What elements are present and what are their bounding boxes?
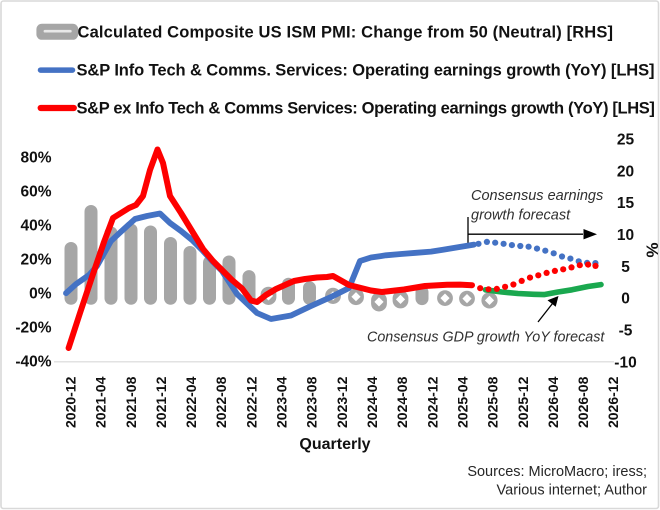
- svg-text:2020-12: 2020-12: [63, 376, 79, 428]
- svg-text:S&P Info Tech & Comms. Service: S&P Info Tech & Comms. Services: Operati…: [77, 62, 655, 80]
- svg-text:5: 5: [621, 259, 630, 276]
- svg-text:2023-12: 2023-12: [334, 376, 350, 428]
- svg-text:20: 20: [617, 163, 634, 180]
- svg-text:2024-04: 2024-04: [364, 376, 380, 428]
- svg-text:0: 0: [621, 291, 630, 308]
- svg-text:Sources: MicroMacro; iress;: Sources: MicroMacro; iress;: [467, 464, 647, 480]
- svg-text:Various internet; Author: Various internet; Author: [497, 483, 648, 499]
- svg-text:Quarterly: Quarterly: [299, 436, 370, 453]
- svg-text:10: 10: [617, 227, 634, 244]
- svg-text:25: 25: [617, 132, 635, 149]
- svg-text:S&P ex Info Tech & Comms Servi: S&P ex Info Tech & Comms Services: Opera…: [77, 99, 655, 117]
- svg-text:2023-04: 2023-04: [274, 376, 290, 428]
- svg-text:-10: -10: [614, 354, 636, 371]
- svg-text:Consensus earnings: Consensus earnings: [471, 188, 603, 204]
- svg-text:-40%: -40%: [15, 354, 51, 371]
- svg-text:2022-04: 2022-04: [183, 376, 199, 428]
- svg-text:60%: 60%: [20, 183, 51, 200]
- svg-text:Calculated Composite US ISM PM: Calculated Composite US ISM PMI: Change …: [78, 23, 614, 41]
- svg-text:2026-12: 2026-12: [605, 376, 621, 428]
- svg-text:2021-08: 2021-08: [123, 376, 139, 428]
- svg-text:2024-12: 2024-12: [424, 376, 440, 428]
- svg-text:growth forecast: growth forecast: [471, 208, 571, 224]
- svg-text:80%: 80%: [20, 149, 51, 166]
- svg-text:2022-08: 2022-08: [213, 376, 229, 428]
- svg-text:15: 15: [617, 195, 635, 212]
- svg-text:2021-04: 2021-04: [93, 376, 109, 428]
- svg-text:2026-08: 2026-08: [575, 376, 591, 428]
- svg-text:40%: 40%: [20, 217, 51, 234]
- svg-text:-5: -5: [619, 323, 633, 340]
- svg-text:0%: 0%: [29, 286, 52, 303]
- svg-text:2024-08: 2024-08: [394, 376, 410, 428]
- svg-text:Consensus GDP growth YoY forec: Consensus GDP growth YoY forecast: [367, 330, 605, 346]
- svg-text:2025-12: 2025-12: [515, 376, 531, 428]
- svg-text:2026-04: 2026-04: [545, 376, 561, 428]
- svg-text:%: %: [643, 242, 660, 257]
- svg-text:2022-12: 2022-12: [243, 376, 259, 428]
- svg-text:2025-04: 2025-04: [454, 376, 470, 428]
- svg-text:2021-12: 2021-12: [153, 376, 169, 428]
- svg-text:-20%: -20%: [15, 320, 51, 337]
- svg-text:2023-08: 2023-08: [304, 376, 320, 428]
- svg-text:20%: 20%: [20, 251, 51, 268]
- svg-text:2025-08: 2025-08: [485, 376, 501, 428]
